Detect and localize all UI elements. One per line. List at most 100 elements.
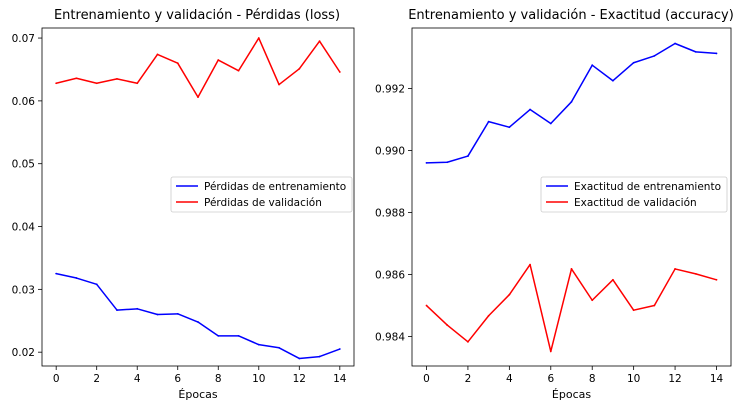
x-tick-label: 14 — [710, 373, 724, 385]
data-point — [257, 37, 260, 39]
data-point — [197, 321, 199, 323]
x-tick-label: 8 — [215, 373, 222, 385]
data-point — [694, 273, 697, 275]
data-point — [612, 278, 614, 281]
x-tick-label: 0 — [423, 373, 430, 385]
x-tick-label: 10 — [252, 373, 265, 385]
x-tick-label: 4 — [506, 373, 513, 385]
x-tick-label: 0 — [53, 373, 60, 385]
y-tick-label: 0.05 — [12, 159, 35, 171]
data-point — [176, 62, 179, 65]
data-point — [95, 82, 98, 85]
y-tick-label: 0.988 — [375, 208, 405, 220]
y-tick-label: 0.06 — [12, 96, 36, 108]
y-tick-label: 0.07 — [12, 33, 35, 45]
data-point — [217, 59, 220, 61]
data-point — [612, 79, 614, 82]
data-point — [318, 40, 321, 43]
data-point — [278, 83, 280, 86]
y-tick-label: 0.04 — [12, 222, 36, 234]
data-point — [487, 314, 490, 317]
series-line-validation — [425, 263, 717, 353]
data-point — [508, 293, 511, 296]
data-point — [338, 71, 341, 73]
data-point — [632, 309, 635, 312]
data-point — [674, 42, 676, 45]
x-tick-label: 12 — [293, 373, 306, 385]
data-point — [694, 50, 697, 53]
data-point — [487, 120, 490, 123]
x-tick-label: 2 — [93, 373, 100, 385]
data-point — [653, 55, 656, 57]
data-point — [237, 334, 240, 337]
data-point — [632, 61, 635, 64]
data-point — [508, 126, 511, 129]
y-tick-label: 0.992 — [375, 83, 405, 95]
x-tick-label: 2 — [465, 373, 472, 385]
x-tick-label: 6 — [547, 373, 554, 385]
y-tick-label: 0.986 — [375, 270, 405, 282]
data-point — [55, 272, 58, 275]
data-point — [136, 307, 139, 310]
data-point — [570, 268, 573, 270]
data-point — [75, 277, 78, 279]
data-point — [446, 324, 449, 326]
y-tick-label: 0.03 — [12, 284, 35, 296]
data-point — [715, 52, 718, 55]
data-point — [278, 346, 280, 349]
y-tick-label: 0.990 — [375, 145, 405, 157]
data-point — [653, 304, 656, 307]
data-point — [156, 313, 159, 316]
series-line-training — [426, 42, 717, 164]
data-point — [446, 161, 449, 164]
data-point — [217, 334, 220, 337]
data-point — [257, 343, 260, 346]
data-point — [591, 64, 594, 67]
plot-frame — [411, 27, 732, 367]
plot-frame — [41, 27, 355, 367]
data-point — [467, 155, 469, 157]
data-point — [75, 77, 78, 80]
series-line-training — [56, 272, 341, 360]
data-point — [570, 100, 573, 103]
data-point — [298, 357, 301, 360]
x-tick-label: 12 — [668, 373, 681, 385]
data-point — [549, 122, 552, 125]
legend-box — [170, 176, 353, 213]
series-line-validation — [56, 37, 341, 98]
chart-title: Entrenamiento y validación - Pérdidas (l… — [54, 8, 340, 23]
data-point — [425, 161, 428, 164]
data-point — [55, 82, 58, 85]
data-point — [529, 263, 531, 266]
legend: Pérdidas de entrenamiento Pérdidas de val… — [170, 176, 353, 213]
chart-title: Entrenamiento y validación - Exactitud (… — [408, 8, 734, 23]
data-point — [591, 299, 594, 302]
data-point — [176, 312, 179, 315]
y-tick-label: 0.984 — [375, 332, 405, 344]
data-point — [116, 309, 118, 311]
legend: Exactitud de entrenamiento Exactitud de v… — [540, 176, 728, 213]
legend-label: Exactitud de entrenamiento — [574, 181, 721, 193]
y-tick-label: 0.02 — [12, 347, 35, 359]
x-axis-label: Épocas — [552, 388, 591, 401]
data-point — [529, 108, 531, 111]
data-point — [116, 77, 118, 80]
data-point — [95, 283, 98, 286]
x-tick-label: 10 — [627, 373, 640, 385]
legend-label: Pérdidas de entrenamiento — [204, 181, 346, 193]
x-tick-label: 4 — [134, 373, 141, 385]
data-point — [549, 350, 552, 353]
data-point — [467, 340, 469, 343]
data-point — [674, 268, 676, 270]
data-point — [318, 355, 321, 358]
data-point — [338, 348, 341, 350]
legend-label: Pérdidas de validación — [204, 197, 322, 209]
loss-chart-panel: Entrenamiento y validación - Pérdidas (l… — [12, 8, 355, 401]
data-point — [237, 69, 240, 72]
data-point — [136, 82, 139, 85]
data-point — [298, 67, 301, 70]
legend-box — [540, 176, 728, 213]
legend-label: Exactitud de validación — [574, 197, 697, 209]
accuracy-chart-panel: Entrenamiento y validación - Exactitud (… — [375, 8, 734, 401]
